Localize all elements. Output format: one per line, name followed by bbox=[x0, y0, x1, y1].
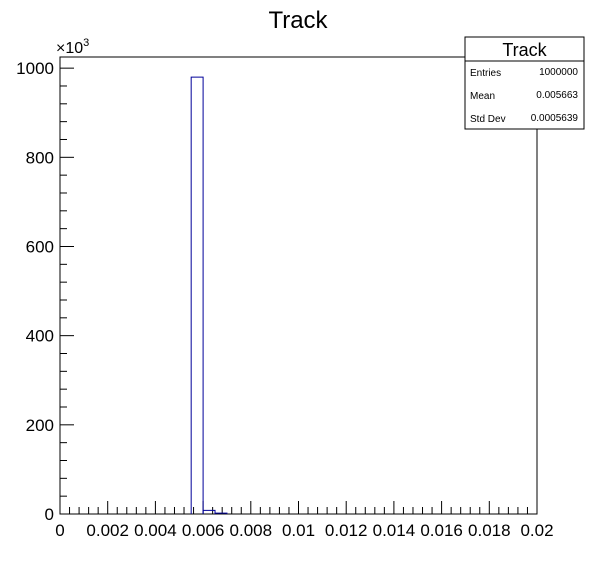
histogram-bar bbox=[202, 509, 216, 514]
stats-label: Entries bbox=[470, 68, 501, 79]
x-tick-label: 0.01 bbox=[282, 521, 315, 540]
x-tick-label: 0.002 bbox=[86, 521, 129, 540]
y-tick-label: 200 bbox=[26, 416, 54, 435]
y-tick-label: 600 bbox=[26, 237, 54, 256]
x-tick-label: 0.016 bbox=[420, 521, 463, 540]
stats-box-frame bbox=[464, 36, 585, 130]
histogram-bar bbox=[214, 512, 228, 514]
x-tick-label: 0.012 bbox=[325, 521, 368, 540]
y-tick-label: 400 bbox=[26, 327, 54, 346]
stats-title: Track bbox=[502, 40, 547, 60]
stats-value: 0.005663 bbox=[536, 90, 578, 101]
y-tick-label: 800 bbox=[26, 148, 54, 167]
x-tick-label: 0.004 bbox=[134, 521, 177, 540]
y-multiplier-label: ×103 bbox=[56, 37, 89, 57]
stats-value: 1000000 bbox=[539, 67, 578, 78]
stats-label: Std Dev bbox=[470, 114, 506, 125]
histogram-bars bbox=[190, 76, 228, 514]
histogram-bar bbox=[190, 76, 204, 514]
x-tick-label: 0 bbox=[55, 521, 64, 540]
chart-title: Track bbox=[268, 7, 328, 34]
y-tick-label: 1000 bbox=[16, 59, 54, 78]
plot-area: 0 0.002 0.004 0.006 0.008 0.01 0.012 0.014 0.016… bbox=[16, 37, 553, 540]
y-tick-label: 0 bbox=[45, 505, 54, 524]
x-tick-label: 0.018 bbox=[468, 521, 511, 540]
x-tick-label: 0.008 bbox=[230, 521, 273, 540]
x-tick-label: 0.006 bbox=[182, 521, 225, 540]
x-tick-label: 0.014 bbox=[373, 521, 416, 540]
stats-value: 0.0005639 bbox=[531, 113, 579, 124]
stats-label: Mean bbox=[470, 91, 495, 102]
x-tick-label: 0.02 bbox=[520, 521, 553, 540]
